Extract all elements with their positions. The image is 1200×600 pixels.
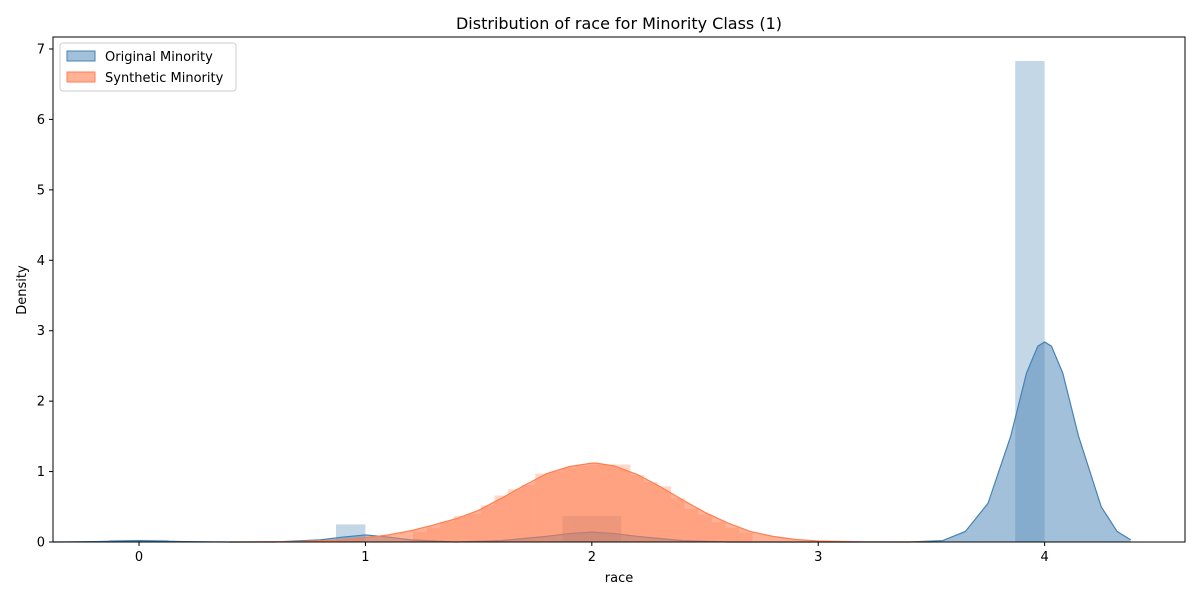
x-tick-label: 2 bbox=[588, 550, 596, 565]
y-axis: 0 1 2 3 4 5 6 7 bbox=[37, 42, 53, 551]
x-tick-label: 1 bbox=[361, 550, 369, 565]
legend-swatch bbox=[66, 50, 96, 62]
y-tick-label: 0 bbox=[37, 536, 45, 551]
legend-box bbox=[59, 42, 237, 92]
x-tick-label: 3 bbox=[814, 550, 822, 565]
plot-area bbox=[52, 60, 1131, 543]
chart-title: Distribution of race for Minority Class … bbox=[456, 14, 782, 33]
y-tick-label: 7 bbox=[37, 42, 45, 57]
x-tick-label: 0 bbox=[135, 550, 143, 565]
y-tick-label: 5 bbox=[37, 183, 45, 198]
y-tick-label: 3 bbox=[37, 324, 45, 339]
legend-label: Original Minority bbox=[105, 50, 213, 65]
y-axis-label: Density bbox=[15, 265, 30, 315]
y-tick-label: 4 bbox=[37, 254, 45, 269]
x-tick-label: 4 bbox=[1040, 550, 1048, 565]
axes-frame bbox=[52, 36, 1186, 543]
kde-area-0 bbox=[53, 341, 1131, 542]
legend-label: Synthetic Minority bbox=[105, 71, 224, 86]
y-tick-label: 1 bbox=[37, 465, 45, 480]
x-axis: 0 1 2 3 4 bbox=[135, 542, 1049, 565]
legend-swatch bbox=[66, 71, 96, 83]
legend: Original Minority Synthetic Minority bbox=[59, 42, 237, 92]
kde-area-1 bbox=[229, 463, 932, 542]
x-axis-label: race bbox=[605, 571, 633, 586]
y-tick-label: 6 bbox=[37, 113, 45, 128]
kde-line-1 bbox=[229, 462, 932, 543]
y-tick-label: 2 bbox=[37, 395, 45, 410]
